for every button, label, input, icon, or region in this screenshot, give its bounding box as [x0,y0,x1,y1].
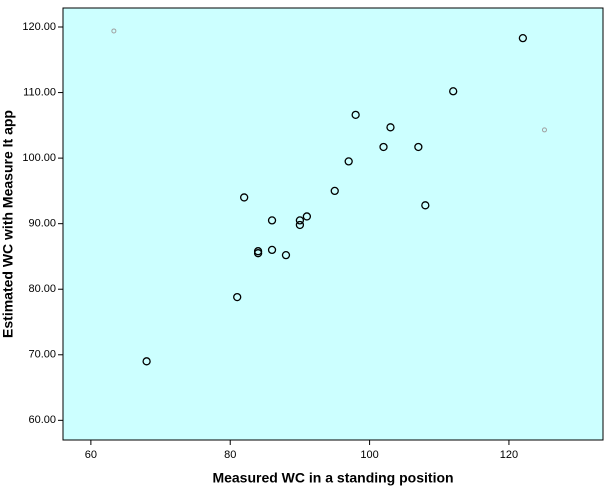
point [302,212,312,221]
x-tick-label: 120 [500,449,518,461]
x-tick-label: 100 [360,449,378,461]
point [421,201,430,210]
point [518,34,528,43]
x-axis-title: Measured WC in a standing position [212,470,453,486]
y-axis-title: Estimated WC with Measure It app [0,110,16,338]
point [281,250,291,260]
y-tick-label: 70.00 [28,349,56,361]
point [142,357,151,366]
point [111,28,117,34]
point [379,142,388,152]
plot-area [62,7,604,441]
point [240,193,249,202]
point [267,216,277,225]
point [449,87,458,96]
y-tick-label: 60.00 [28,414,56,426]
point [295,216,305,225]
point [414,142,423,152]
point [351,110,360,120]
y-tick-label: 120.00 [22,21,56,33]
x-tick-label: 60 [85,449,97,461]
point [295,220,305,230]
point [330,186,339,196]
x-tick-label: 80 [224,449,236,461]
point [344,157,353,166]
point [233,292,242,302]
point [386,123,395,132]
point [541,127,547,133]
point [267,245,277,255]
y-tick-label: 80.00 [28,283,56,295]
y-tick-label: 100.00 [22,152,56,164]
y-tick-label: 110.00 [23,86,56,98]
point [253,249,263,258]
y-tick-label: 90.00 [28,218,56,230]
